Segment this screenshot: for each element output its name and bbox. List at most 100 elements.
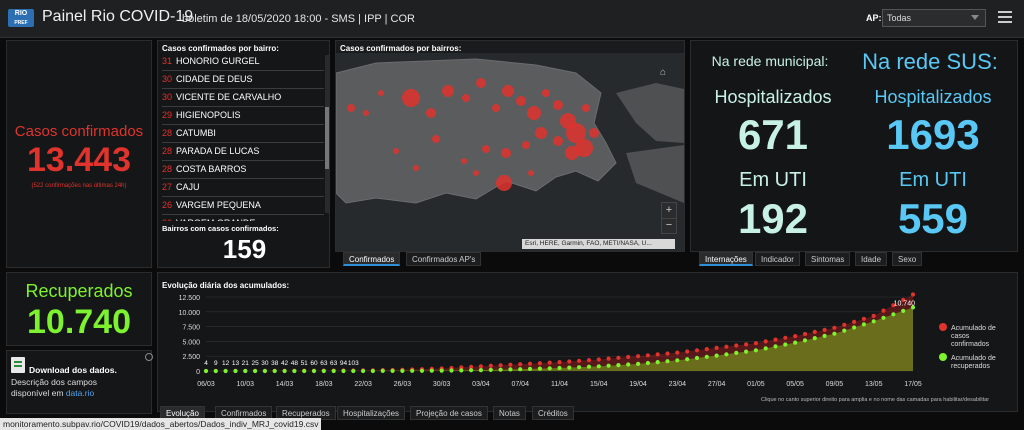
case-bubble[interactable]: [473, 170, 479, 176]
case-bubble[interactable]: [542, 89, 550, 97]
data-point: [861, 316, 867, 321]
tab-hospitalizations[interactable]: Internações: [699, 252, 753, 266]
list-item[interactable]: 31 HONORIO GURGEL: [162, 53, 324, 71]
data-point: [596, 364, 601, 369]
rio-map[interactable]: [336, 53, 684, 251]
list-item[interactable]: 28 PARADA DE LUCAS: [162, 143, 324, 161]
case-bubble[interactable]: [413, 165, 419, 171]
neighborhood-list[interactable]: 31 HONORIO GURGEL 30 CIDADE DE DEUS 30 VICENT…: [162, 53, 324, 221]
zoom-out-button[interactable]: −: [665, 219, 673, 231]
case-bubble[interactable]: [461, 158, 467, 164]
tab-age[interactable]: Idade: [855, 252, 888, 266]
case-bubble[interactable]: [432, 135, 440, 143]
map-panel[interactable]: Casos confirmados por bairros: ⌂ + − Esr…: [335, 40, 685, 252]
series-area: [206, 307, 913, 371]
tab-symptoms[interactable]: Sintomas: [805, 252, 851, 266]
data-point: [498, 367, 503, 372]
tab-bottom-3[interactable]: Hospitalizações: [337, 406, 406, 420]
list-item[interactable]: 27 CAJU: [162, 179, 324, 197]
case-bubble[interactable]: [528, 170, 534, 176]
list-item[interactable]: 30 CIDADE DE DEUS: [162, 71, 324, 89]
download-title[interactable]: Download dos dados.: [29, 365, 117, 375]
x-tick-label: 03/04: [472, 381, 490, 388]
case-bubble[interactable]: [553, 100, 563, 110]
case-bubble[interactable]: [535, 127, 547, 139]
case-bubble[interactable]: [442, 85, 454, 97]
data-point: [645, 360, 650, 366]
case-bubble[interactable]: [496, 175, 512, 191]
hamburger-menu-icon[interactable]: [998, 11, 1012, 23]
data-point: [773, 337, 778, 342]
data-point: [459, 368, 464, 373]
home-icon[interactable]: ⌂: [660, 67, 667, 78]
case-bubble[interactable]: [476, 78, 486, 88]
data-point: [478, 368, 483, 373]
data-point: [537, 366, 542, 371]
case-bubble[interactable]: [502, 85, 514, 97]
case-bubble[interactable]: [565, 146, 579, 160]
case-bubble[interactable]: [522, 141, 530, 149]
confirmed-cases-value: 13.443: [27, 141, 131, 179]
tab-sex[interactable]: Sexo: [892, 252, 923, 266]
list-item[interactable]: 26 VARGEM PEQUENA: [162, 197, 324, 215]
data-point: [685, 349, 690, 354]
case-bubble[interactable]: [582, 104, 590, 112]
case-bubble[interactable]: [426, 108, 436, 118]
tab-bottom-5[interactable]: Notas: [493, 406, 526, 420]
case-bubble[interactable]: [516, 96, 526, 106]
list-item[interactable]: 26 VARGEM GRANDE: [162, 215, 324, 221]
list-scrollbar[interactable]: [325, 55, 329, 213]
data-rio-link[interactable]: data.rio: [65, 388, 95, 398]
case-bubble[interactable]: [501, 148, 511, 158]
list-item-name: VICENTE DE CARVALHO: [176, 92, 282, 102]
tab-bottom-6[interactable]: Créditos: [532, 406, 574, 420]
case-bubble[interactable]: [527, 106, 541, 120]
case-bubble[interactable]: [378, 90, 384, 96]
case-bubble[interactable]: [482, 145, 490, 153]
tab-indicator[interactable]: Indicador: [755, 252, 800, 266]
list-item-name: CIDADE DE DEUS: [176, 74, 253, 84]
data-point: [842, 322, 847, 327]
case-bubble[interactable]: [462, 94, 470, 102]
tab-bottom-4[interactable]: Projeção de casos: [410, 406, 488, 420]
x-tick-label: 30/03: [433, 381, 451, 388]
case-bubble[interactable]: [402, 89, 420, 107]
data-point: [596, 357, 601, 362]
data-label: 63: [320, 360, 328, 367]
tab-map-confirmed[interactable]: Confirmados: [343, 252, 401, 266]
legend-label: Acumulado de: [951, 355, 996, 362]
list-item[interactable]: 28 COSTA BARROS: [162, 161, 324, 179]
case-bubble[interactable]: [589, 128, 599, 138]
tab-map-confirmed-ap[interactable]: Confirmados AP's: [406, 252, 482, 266]
list-item-count: 29: [162, 110, 173, 120]
data-point: [773, 344, 778, 349]
list-item[interactable]: 29 HIGIENOPOLIS: [162, 107, 324, 125]
data-point: [429, 368, 434, 373]
expand-icon[interactable]: [145, 353, 153, 361]
case-bubble[interactable]: [553, 136, 563, 146]
case-bubble[interactable]: [492, 104, 500, 112]
ap-filter-select[interactable]: Todas: [882, 9, 986, 27]
case-bubble[interactable]: [347, 104, 355, 112]
case-bubble[interactable]: [575, 139, 593, 157]
data-point: [380, 368, 385, 373]
data-point: [557, 360, 562, 365]
data-point: [891, 312, 896, 317]
evolution-chart[interactable]: 0 2.500 5.000 7.500 10.000 12.500 06/03 10/03 14…: [158, 291, 1017, 409]
legend-label: recuperados: [951, 363, 990, 370]
case-bubble[interactable]: [566, 123, 586, 143]
zoom-in-button[interactable]: +: [662, 203, 676, 219]
list-item[interactable]: 30 VICENTE DE CARVALHO: [162, 89, 324, 107]
app-title: Painel Rio COVID-19: [42, 8, 194, 25]
case-bubble[interactable]: [393, 148, 399, 154]
x-tick-label: 19/04: [629, 381, 647, 388]
data-point: [626, 362, 631, 367]
case-bubble[interactable]: [363, 110, 369, 116]
data-label: 25: [251, 360, 259, 367]
data-point: [577, 365, 582, 370]
list-item[interactable]: 28 CATUMBI: [162, 125, 324, 143]
evolution-chart-title: Evolução diária dos acumulados:: [162, 281, 290, 290]
x-tick-label: 17/05: [904, 381, 922, 388]
data-label: 51: [301, 360, 309, 367]
data-point: [675, 358, 680, 363]
